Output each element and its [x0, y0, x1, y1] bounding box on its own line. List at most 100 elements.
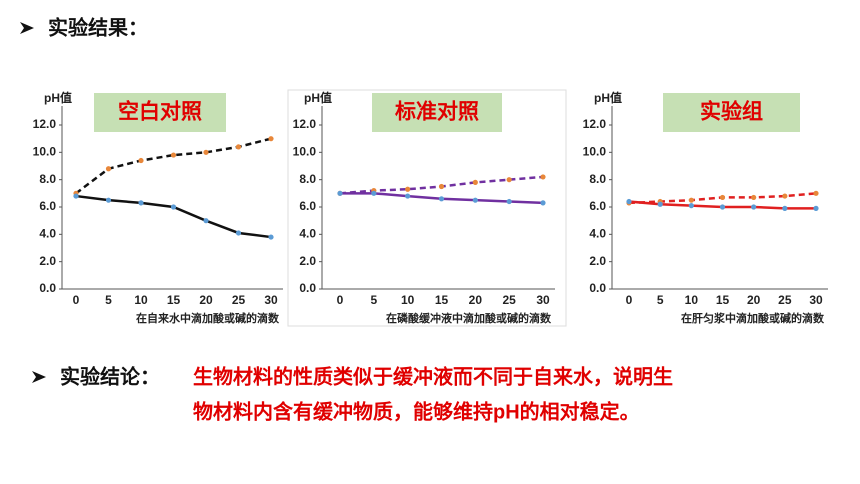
chart-title: 实验组 — [700, 100, 763, 124]
x-tick-label: 5 — [657, 293, 664, 307]
x-tick-label: 20 — [199, 293, 213, 307]
point — [751, 194, 757, 201]
point — [170, 204, 177, 210]
x-tick-label: 25 — [502, 293, 516, 307]
conclusion-label: 实验结论： — [60, 364, 160, 388]
y-tick-label: 6.0 — [299, 199, 316, 213]
y-axis-label: pH值 — [304, 90, 332, 105]
y-axis-label: pH值 — [44, 90, 72, 105]
y-tick-label: 0.0 — [589, 281, 606, 295]
x-tick-label: 20 — [469, 293, 483, 307]
chart-frame — [287, 89, 567, 327]
x-tick-label: 0 — [73, 293, 80, 307]
y-tick-label: 8.0 — [589, 172, 606, 186]
point — [405, 193, 411, 199]
point — [782, 205, 788, 211]
point — [657, 201, 663, 207]
point — [268, 234, 274, 240]
point — [438, 196, 445, 202]
x-tick-label: 0 — [626, 293, 633, 307]
title-box — [94, 93, 226, 132]
x-tick-label: 10 — [401, 293, 415, 307]
x-tick-label: 30 — [264, 293, 278, 307]
x-axis-label: 在自来水中滴加酸或碱的滴数 — [136, 311, 280, 325]
conclusion-line: 物材料内含有缓冲物质，能够维持pH的相对稳定。 — [193, 399, 640, 423]
chart-title: 标准对照 — [395, 100, 479, 124]
heading: 实验结果： — [48, 15, 148, 39]
y-tick-label: 2.0 — [39, 254, 56, 268]
point — [371, 190, 377, 196]
y-tick-label: 12.0 — [583, 117, 607, 131]
y-tick-label: 6.0 — [39, 199, 56, 213]
x-tick-label: 15 — [716, 293, 730, 307]
series-line — [75, 194, 272, 239]
point — [105, 166, 112, 172]
point — [506, 198, 512, 205]
point — [203, 149, 209, 155]
y-tick-label: 10.0 — [583, 145, 607, 159]
point — [540, 200, 546, 206]
point — [719, 204, 726, 210]
x-tick-label: 30 — [536, 293, 550, 307]
y-tick-label: 12.0 — [293, 117, 317, 131]
y-tick-label: 6.0 — [589, 199, 606, 213]
x-tick-label: 25 — [778, 293, 792, 307]
bullet-arrow — [32, 371, 46, 383]
title-box — [663, 93, 800, 132]
y-tick-label: 4.0 — [589, 227, 606, 241]
y-tick-label: 10.0 — [293, 145, 317, 159]
point — [782, 193, 788, 199]
point — [506, 177, 512, 183]
x-tick-label: 10 — [685, 293, 699, 307]
x-tick-label: 5 — [370, 293, 377, 307]
x-tick-label: 20 — [747, 293, 761, 307]
y-tick-label: 2.0 — [299, 254, 316, 268]
y-tick-label: 8.0 — [39, 172, 56, 186]
x-tick-label: 30 — [809, 293, 823, 307]
point — [626, 198, 632, 205]
point — [138, 157, 144, 164]
y-axis-label: pH值 — [594, 90, 622, 105]
x-tick-label: 15 — [435, 293, 449, 307]
point — [472, 179, 478, 185]
x-tick-label: 25 — [232, 293, 246, 307]
point — [170, 152, 177, 158]
bullet-arrow — [20, 22, 34, 34]
x-tick-label: 15 — [167, 293, 181, 307]
point — [105, 197, 112, 203]
series-line — [75, 137, 272, 195]
point — [719, 194, 726, 201]
point — [138, 200, 144, 206]
y-tick-label: 8.0 — [299, 172, 316, 186]
point — [203, 218, 209, 224]
point — [688, 197, 694, 203]
chart-title: 空白对照 — [118, 100, 202, 124]
y-tick-label: 0.0 — [299, 281, 316, 295]
point — [540, 174, 546, 180]
y-tick-label: 10.0 — [33, 145, 57, 159]
x-axis-label: 在肝匀浆中滴加酸或碱的滴数 — [681, 311, 825, 325]
point — [688, 203, 694, 209]
y-tick-label: 0.0 — [39, 281, 56, 295]
point — [438, 183, 445, 190]
point — [472, 197, 478, 203]
y-tick-label: 4.0 — [299, 227, 316, 241]
point — [813, 205, 819, 211]
point — [405, 186, 411, 192]
point — [751, 204, 757, 210]
y-tick-label: 4.0 — [39, 227, 56, 241]
point — [73, 193, 79, 199]
title-box — [372, 93, 502, 132]
x-tick-label: 5 — [105, 293, 112, 307]
point — [268, 136, 274, 142]
point — [337, 190, 343, 196]
point — [235, 230, 242, 236]
point — [813, 190, 819, 196]
point — [235, 144, 242, 150]
x-tick-label: 10 — [134, 293, 148, 307]
y-tick-label: 2.0 — [589, 254, 606, 268]
x-axis-label: 在磷酸缓冲液中滴加酸或碱的滴数 — [386, 311, 552, 325]
x-tick-label: 0 — [337, 293, 344, 307]
